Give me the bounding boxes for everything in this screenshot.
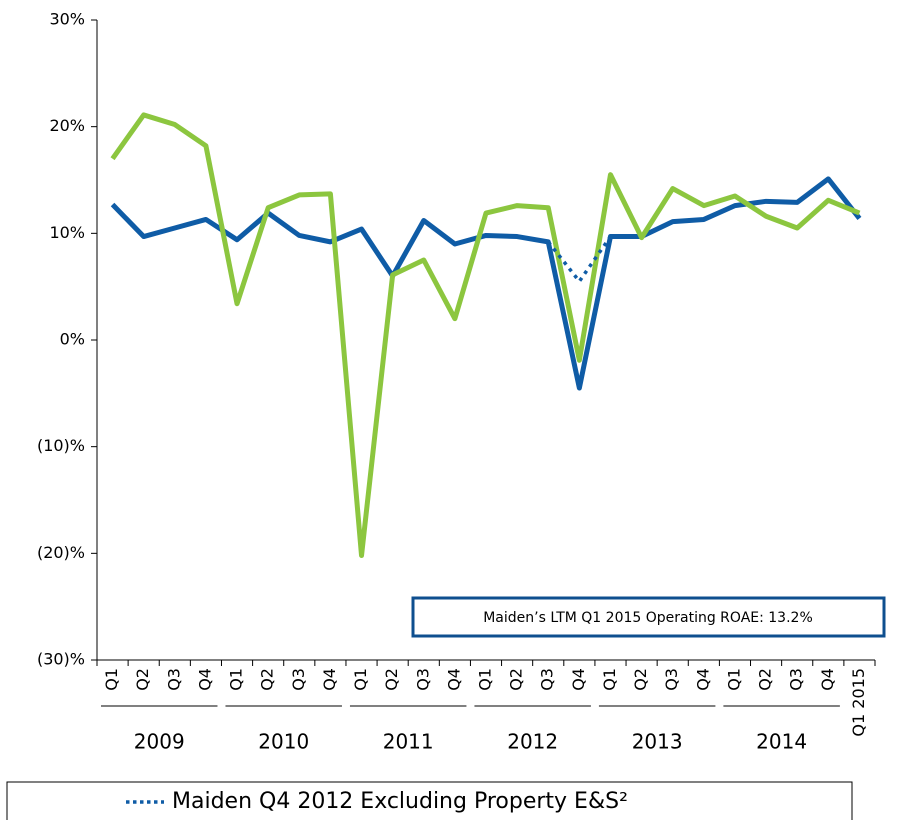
x-tick-label: Q3 [538,668,557,691]
x-tick-label: Q3 [289,668,308,691]
annotation-box [411,596,886,638]
x-tick-label: Q1 2015 [849,668,868,737]
x-tick-label: Q2 [382,668,401,691]
annotation: Maiden’s LTM Q1 2015 Operating ROAE: 13.… [483,610,813,626]
x-tick-label: Q2 [756,668,775,691]
x-tick-label: Q4 [320,668,339,691]
y-tick-label: 30% [49,10,85,29]
x-tick-label: Q1 [227,668,246,691]
y-tick-label: (30)% [37,650,85,669]
line [110,112,861,558]
year-label: 2013 [632,730,683,754]
year-label: 2010 [258,730,309,754]
x-tick-label: Q1 [351,668,370,691]
y-tick-label: 0% [60,330,85,349]
x-tick-label: Q1 [600,668,619,691]
x-tick-label: Q4 [818,668,837,691]
x-tick-label: Q2 [258,668,277,691]
y-tick-label: (20)% [37,543,85,562]
x-tick-label: Q2 [507,668,526,691]
x-tick-label: Q4 [569,668,588,691]
year-label: 2014 [756,730,807,754]
year-label: 2012 [507,730,558,754]
x-tick-label: Q4 [444,668,463,691]
x-tick-label: Q3 [787,668,806,691]
legend-box [6,781,853,820]
legend-label: Maiden Q4 2012 Excluding Property E&S² [172,789,628,814]
x-tick-label: Q1 [476,668,495,691]
x-tick-label: Q4 [693,668,712,691]
y-tick-label: (10)% [37,436,85,455]
x-tick-label: Q3 [413,668,432,691]
x-tick-label: Q3 [662,668,681,691]
x-tick-label: Q2 [133,668,152,691]
x-tick-label: Q1 [724,668,743,691]
x-tick-label: Q1 [102,668,121,691]
y-tick-label: 10% [49,223,85,242]
x-tick-label: Q3 [164,668,183,691]
dotted-line [546,235,612,284]
x-tick-label: Q4 [195,668,214,691]
x-tick-label: Q2 [631,668,650,691]
year-label: 2011 [383,730,434,754]
line [110,176,862,391]
y-tick-label: 20% [49,116,85,135]
year-label: 2009 [134,730,185,754]
